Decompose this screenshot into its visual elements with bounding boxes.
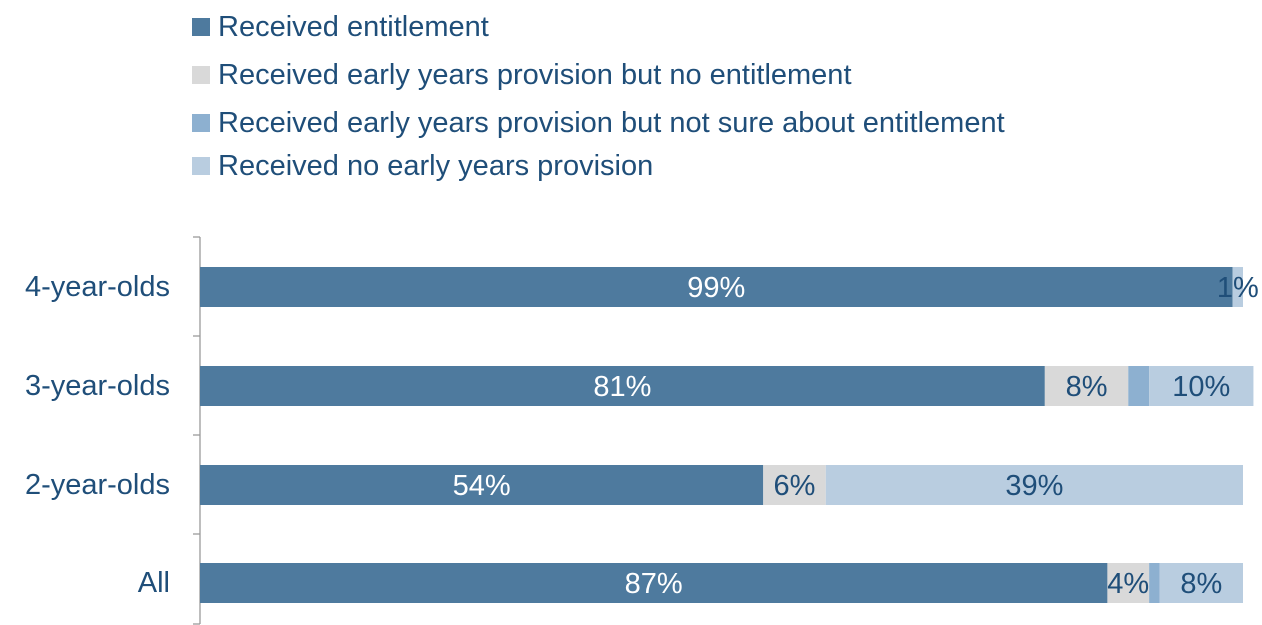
bar-row: 54% 6% 39% (200, 465, 1243, 505)
data-label: 39% (1005, 470, 1063, 502)
bar-segment (200, 563, 1108, 603)
data-label: 10% (1172, 371, 1230, 403)
legend-label-1: Received entitlement (218, 11, 489, 43)
bar-segment (200, 465, 764, 505)
legend-label-3: Received early years provision but not s… (218, 107, 1005, 139)
bar-segment (1128, 366, 1150, 406)
category-label: 2-year-olds (25, 469, 170, 501)
category-label: 4-year-olds (25, 271, 170, 303)
legend-swatch-1 (192, 18, 210, 36)
bar-segment (1149, 563, 1160, 603)
bar-row: 99% 1% (200, 267, 1259, 307)
legend-swatch-3 (192, 114, 210, 132)
chart-legend: Received entitlement Received early years… (192, 11, 1005, 182)
bar-segment (200, 267, 1233, 307)
legend-label-2: Received early years provision but no en… (218, 59, 852, 91)
legend-swatch-2 (192, 66, 210, 84)
category-label: 3-year-olds (25, 370, 170, 402)
data-label: 6% (774, 470, 816, 502)
legend-swatch-4 (192, 157, 210, 175)
category-axis: 4-year-olds 3-year-olds 2-year-olds All (25, 236, 201, 625)
bar-segment (1232, 267, 1243, 307)
data-label: 81% (593, 371, 651, 403)
bar-row: 81% 8% 10% (200, 366, 1254, 406)
bar-segment (1107, 563, 1150, 603)
data-label: 1% (1217, 272, 1259, 304)
bar-segment (200, 366, 1045, 406)
legend-label-4: Received no early years provision (218, 150, 653, 182)
bar-segment (1044, 366, 1129, 406)
bar-row: 87% 4% 8% (200, 563, 1243, 603)
bar-segment (1149, 366, 1254, 406)
data-label: 8% (1066, 371, 1108, 403)
plot-area: 99% 1% 81% 8% 10% 54% 6% 39% 87% 4% 8% (200, 267, 1259, 603)
bar-segment (763, 465, 826, 505)
data-label: 87% (625, 568, 683, 600)
bar-segment (825, 465, 1243, 505)
category-label: All (138, 567, 170, 599)
data-label: 4% (1107, 568, 1149, 600)
data-label: 99% (687, 272, 745, 304)
bar-segment (1159, 563, 1243, 603)
data-label: 8% (1180, 568, 1222, 600)
data-label: 54% (453, 470, 511, 502)
